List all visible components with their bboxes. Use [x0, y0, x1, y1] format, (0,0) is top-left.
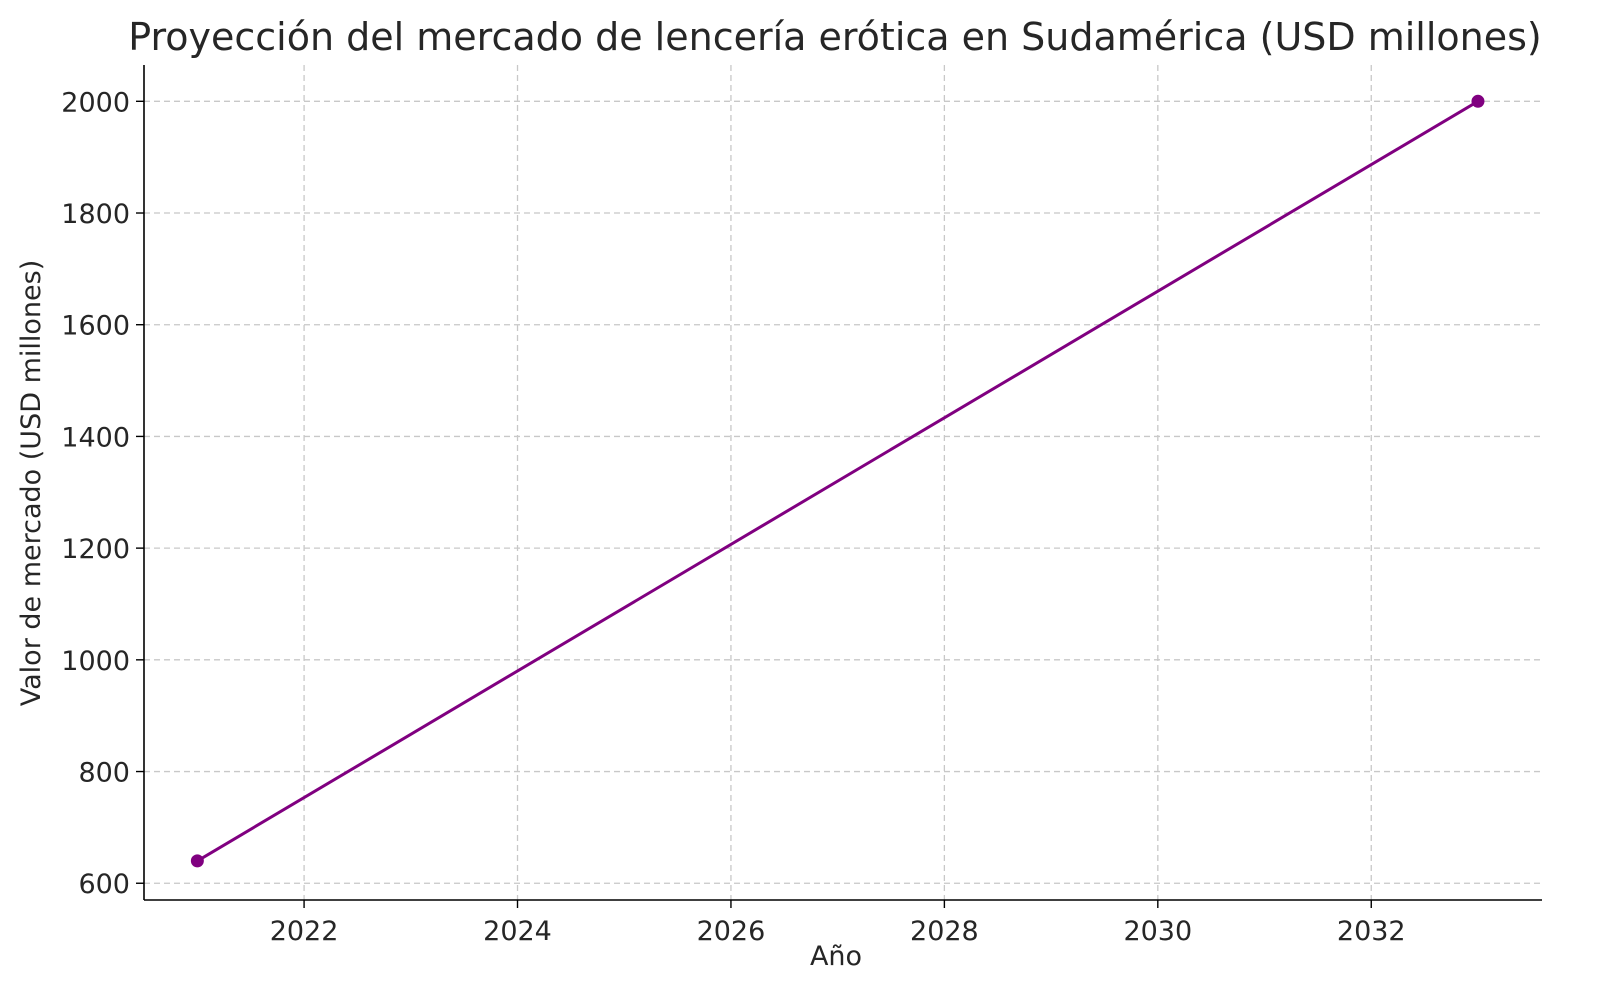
data-point — [1471, 94, 1485, 108]
x-tick-label: 2026 — [697, 916, 766, 947]
ticks: 2022 2024 2026 2028 2030 2032 600 800 1000 1200 14… — [61, 87, 1405, 947]
y-tick-label: 1600 — [61, 311, 130, 342]
y-tick-label: 1200 — [61, 534, 130, 565]
x-axis-label: Año — [810, 941, 862, 972]
series-layer — [190, 94, 1485, 868]
y-tick-label: 2000 — [61, 87, 130, 118]
series-line — [196, 100, 1479, 863]
y-axis-label: Valor de mercado (USD millones) — [16, 260, 47, 706]
y-tick-label: 1800 — [61, 199, 130, 230]
chart-title: Proyección del mercado de lencería eróti… — [128, 15, 1542, 59]
grid — [144, 65, 1542, 900]
axes — [143, 65, 1542, 901]
y-tick-label: 1400 — [61, 422, 130, 453]
y-tick-label: 800 — [78, 758, 130, 789]
x-tick-label: 2028 — [910, 916, 979, 947]
x-tick-label: 2030 — [1123, 916, 1192, 947]
x-tick-label: 2032 — [1337, 916, 1406, 947]
y-tick-label: 1000 — [61, 646, 130, 677]
x-tick-label: 2024 — [483, 916, 552, 947]
data-point — [190, 854, 204, 868]
x-tick-label: 2022 — [270, 916, 339, 947]
y-tick-label: 600 — [78, 869, 130, 900]
